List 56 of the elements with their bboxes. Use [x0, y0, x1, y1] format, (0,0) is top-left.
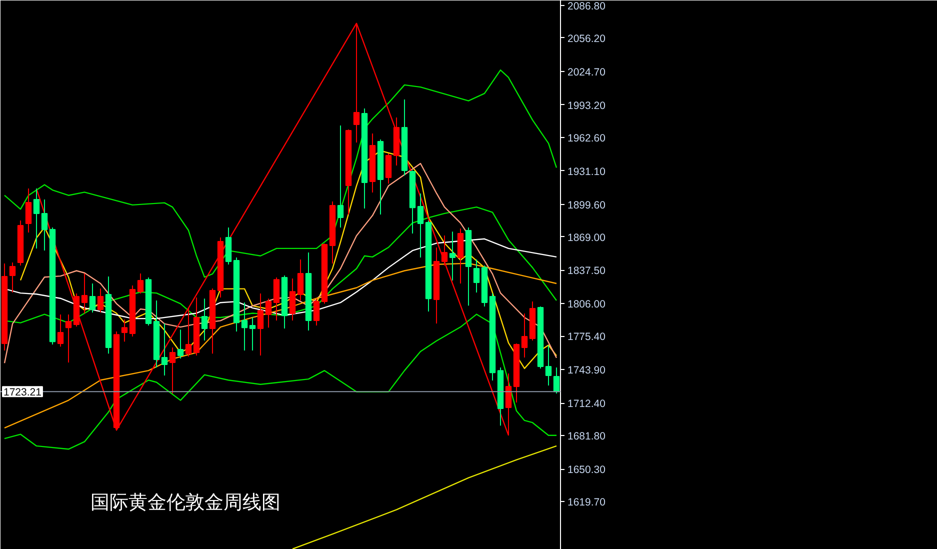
- line-series: [4, 69, 558, 278]
- candlestick: [121, 318, 128, 342]
- candlestick: [313, 298, 320, 326]
- y-tick-label: 1806.00: [568, 298, 606, 311]
- y-tick-label: 1837.50: [568, 265, 606, 278]
- candlestick: [265, 298, 272, 328]
- candlestick: [89, 282, 96, 313]
- candlestick: [441, 234, 448, 266]
- candlestick: [81, 273, 88, 314]
- candlestick: [137, 273, 144, 294]
- y-tick-label: 1993.20: [568, 100, 606, 112]
- y-tick-label: 1743.90: [568, 364, 606, 377]
- y-tick-label: 1931.10: [568, 166, 606, 178]
- candlestick: [249, 316, 256, 351]
- y-tick-label: 1899.60: [568, 199, 606, 212]
- candlestick: [273, 277, 280, 322]
- candlestick: [553, 366, 560, 394]
- line-series: [4, 314, 558, 450]
- candlestick: [225, 227, 232, 265]
- candlestick: [185, 308, 192, 358]
- candlestick: [385, 153, 392, 184]
- candlestick: [545, 345, 552, 386]
- line-series: [292, 445, 558, 549]
- candlestick: [417, 193, 424, 258]
- candlestick: [337, 124, 344, 228]
- y-tick-label: 1775.40: [568, 331, 606, 344]
- line-series: [4, 262, 558, 429]
- candlestick: [97, 288, 104, 313]
- candlestick: [169, 347, 176, 394]
- candlestick: [57, 314, 64, 348]
- ref-line-label: 1723.21: [4, 386, 42, 399]
- y-tick-label: 2056.20: [568, 32, 606, 45]
- y-tick-label: 2086.80: [568, 0, 606, 12]
- candlestick: [241, 302, 248, 351]
- candlestick: [297, 258, 304, 301]
- candlestick: [449, 231, 456, 282]
- y-tick-label: 1712.40: [568, 398, 606, 410]
- y-tick-label: 1962.60: [568, 132, 606, 144]
- candlestick: [25, 188, 32, 234]
- y-tick-label: 1650.30: [568, 464, 606, 476]
- candlestick: [41, 199, 48, 251]
- y-tick-label: 1869.00: [568, 232, 606, 244]
- candlestick: [33, 188, 40, 250]
- candlestick: [9, 262, 16, 294]
- text: 国际黄金伦敦金周线图: [90, 492, 280, 514]
- candlestick: [161, 323, 168, 376]
- candlestick: [177, 329, 184, 359]
- candlestick: [257, 292, 264, 356]
- y-tick-label: 1619.70: [568, 496, 606, 508]
- y-tick-label: 2024.70: [568, 66, 606, 78]
- candlestick: [65, 314, 72, 363]
- candlestick: [289, 278, 296, 322]
- y-tick-label: 1681.80: [568, 430, 606, 443]
- candlestick: [201, 298, 208, 342]
- candlestick: [521, 313, 528, 358]
- candlestick: [473, 258, 480, 294]
